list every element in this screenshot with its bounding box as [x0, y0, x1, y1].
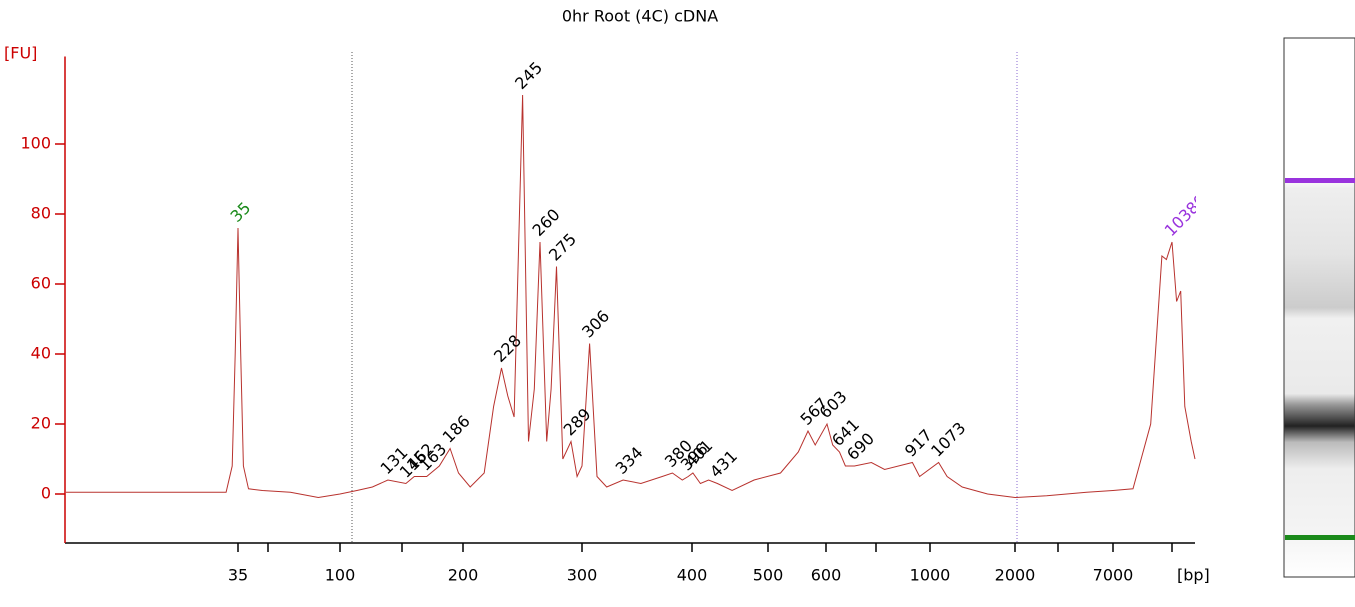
peak-label: 10380	[1161, 191, 1210, 240]
lower-marker-band	[1285, 535, 1355, 540]
upper-marker-band	[1285, 178, 1355, 183]
peak-label: 245	[511, 58, 546, 93]
peak-label: 289	[560, 404, 595, 439]
y-tick-label: 80	[31, 204, 51, 223]
peak-label: 334	[612, 443, 647, 478]
x-tick-label: 1000	[910, 566, 951, 585]
y-axis-label: [FU]	[4, 44, 37, 63]
x-axis-label: [bp]	[1177, 566, 1210, 585]
peak-label: 260	[529, 205, 564, 240]
x-tick-label: 400	[677, 566, 708, 585]
x-tick-label: 300	[567, 566, 598, 585]
x-tick-label: 500	[753, 566, 784, 585]
chart-title: 0hr Root (4C) cDNA	[562, 7, 718, 26]
x-tick-label: 35	[228, 566, 248, 585]
y-tick-label: 20	[31, 414, 51, 433]
trace	[66, 94, 1196, 499]
peak-label: 35	[227, 198, 255, 226]
y-tick-label: 40	[31, 344, 51, 363]
x-tick-label: 200	[448, 566, 479, 585]
minor-ticks	[267, 543, 1173, 552]
peak-label: 186	[439, 411, 474, 446]
y-tick-label: 100	[20, 134, 51, 153]
peak-label: 306	[578, 306, 613, 341]
peak-label: 1073	[927, 418, 969, 460]
x-tick-label: 7000	[1093, 566, 1134, 585]
x-tick-label: 600	[811, 566, 842, 585]
gel-lane	[1283, 37, 1355, 578]
x-tick-label: 2000	[995, 566, 1036, 585]
y-tick-label: 0	[41, 484, 51, 503]
peak-label: 275	[545, 229, 580, 264]
x-tick-label: 100	[325, 566, 356, 585]
y-tick-label: 60	[31, 274, 51, 293]
peak-label: 228	[490, 331, 525, 366]
